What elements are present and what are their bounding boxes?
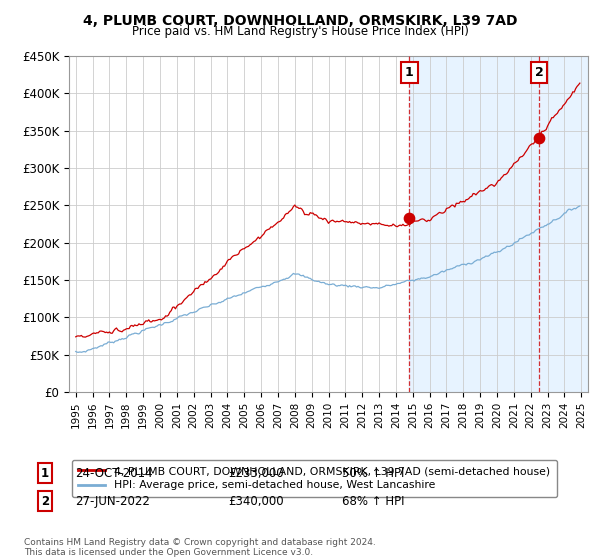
Bar (409, 56, 588, 392)
Text: 27-JUN-2022: 27-JUN-2022 (75, 494, 150, 508)
Text: Contains HM Land Registry data © Crown copyright and database right 2024.
This d: Contains HM Land Registry data © Crown c… (24, 538, 376, 557)
Text: 1: 1 (405, 66, 414, 79)
Text: 2: 2 (535, 66, 544, 79)
Text: 4, PLUMB COURT, DOWNHOLLAND, ORMSKIRK, L39 7AD: 4, PLUMB COURT, DOWNHOLLAND, ORMSKIRK, L… (83, 14, 517, 28)
Text: Price paid vs. HM Land Registry's House Price Index (HPI): Price paid vs. HM Land Registry's House … (131, 25, 469, 38)
Text: 50% ↑ HPI: 50% ↑ HPI (342, 466, 404, 480)
Text: £340,000: £340,000 (228, 494, 284, 508)
Bar (565, 56, 588, 392)
Text: 24-OCT-2014: 24-OCT-2014 (75, 466, 152, 480)
Point (535, 134, 544, 143)
Text: 1: 1 (41, 466, 49, 480)
Point (404, 213, 414, 222)
Text: 2: 2 (41, 494, 49, 508)
Text: £233,000: £233,000 (228, 466, 284, 480)
Text: 68% ↑ HPI: 68% ↑ HPI (342, 494, 404, 508)
Legend: 4, PLUMB COURT, DOWNHOLLAND, ORMSKIRK, L39 7AD (semi-detached house), HPI: Avera: 4, PLUMB COURT, DOWNHOLLAND, ORMSKIRK, L… (72, 460, 557, 497)
